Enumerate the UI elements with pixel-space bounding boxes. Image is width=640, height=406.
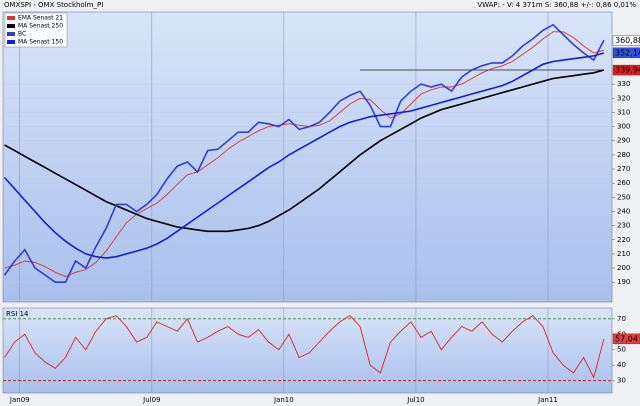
legend-label: BC <box>18 31 26 38</box>
value-box-label: 57,04 <box>615 334 638 343</box>
value-box-label: 339,94 <box>615 66 640 75</box>
y-tick-label: 310 <box>617 108 630 116</box>
x-tick-label: Jan10 <box>273 396 294 404</box>
rsi-title: RSI 14 <box>6 310 29 318</box>
legend-swatch <box>7 40 15 44</box>
x-tick-label: Jan09 <box>9 396 30 404</box>
value-box-label: 360,88 <box>615 36 640 45</box>
y-tick-label: 290 <box>617 137 630 145</box>
y-tick-label: 230 <box>617 222 630 230</box>
value-box <box>612 47 640 59</box>
y-tick-label: 70 <box>617 315 626 323</box>
legend-label: EMA Senast 21 <box>18 15 63 22</box>
series-line <box>4 315 605 379</box>
y-tick-label: 300 <box>617 123 630 131</box>
legend-swatch <box>7 32 15 36</box>
x-tick-label: Jul10 <box>406 396 424 404</box>
series-line <box>4 69 605 233</box>
y-tick-label: 320 <box>617 94 630 102</box>
chart-title: OMXSPI - OMX Stockholm_PI <box>4 1 103 9</box>
y-tick-label: 50 <box>617 346 626 354</box>
y-tick-label: 250 <box>617 193 630 201</box>
series-line <box>4 31 605 277</box>
legend-box <box>4 12 68 48</box>
chart-subtitle: VWAP: - V: 4 371m S: 360,88 +/-: 0,86 0,… <box>477 1 636 9</box>
legend-label: MA Senast 150 <box>18 39 63 46</box>
value-box-label: 352,14 <box>615 48 640 57</box>
x-tick-label: Jul09 <box>142 396 160 404</box>
legend-swatch <box>7 16 15 20</box>
y-tick-label: 210 <box>617 250 630 258</box>
legend-swatch <box>7 24 15 28</box>
rsi-panel <box>2 307 613 394</box>
y-tick-label: 330 <box>617 80 630 88</box>
series-line <box>3 52 605 259</box>
y-tick-label: 270 <box>617 165 630 173</box>
y-tick-label: 40 <box>617 361 626 369</box>
y-tick-label: 30 <box>617 377 626 385</box>
legend-label: MA Senast 250 <box>18 23 63 30</box>
value-box <box>612 333 640 345</box>
value-box <box>612 64 640 76</box>
x-tick-label: Jan11 <box>537 396 558 404</box>
series-line <box>3 23 605 283</box>
y-tick-label: 260 <box>617 179 630 187</box>
y-tick-label: 240 <box>617 207 630 215</box>
value-box <box>612 35 640 46</box>
y-tick-label: 220 <box>617 236 630 244</box>
y-tick-label: 190 <box>617 278 630 286</box>
y-tick-label: 280 <box>617 151 630 159</box>
price-panel <box>2 11 613 303</box>
y-tick-label: 200 <box>617 264 630 272</box>
